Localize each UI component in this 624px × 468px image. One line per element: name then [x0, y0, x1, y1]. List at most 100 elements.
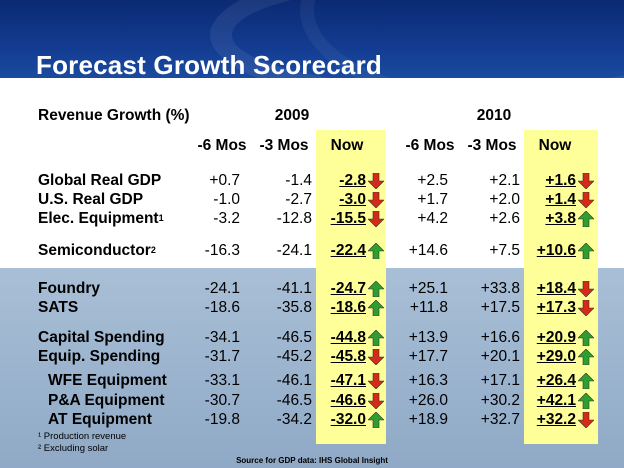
value-2009: -1.0	[213, 191, 240, 208]
up-arrow-icon	[577, 348, 595, 366]
value-2009: -24.1	[204, 280, 240, 297]
value-2009-now: -22.4	[330, 242, 366, 259]
col-2010-3mos: -3 Mos	[467, 137, 517, 154]
value-2009: -19.8	[204, 411, 240, 428]
value-2010: +33.8	[480, 280, 520, 297]
value-2009-now: -2.8	[339, 172, 366, 189]
down-arrow-icon	[577, 191, 595, 209]
up-arrow-icon	[367, 242, 385, 260]
row-label: P&A Equipment	[48, 392, 165, 410]
col-2009-6mos: -6 Mos	[197, 137, 247, 154]
value-2010: +2.5	[417, 172, 448, 189]
down-arrow-icon	[367, 191, 385, 209]
value-2009: -41.1	[276, 280, 312, 297]
up-arrow-icon	[577, 242, 595, 260]
value-2010: +1.7	[417, 191, 448, 208]
value-2010: +7.5	[489, 242, 520, 259]
down-arrow-icon	[367, 348, 385, 366]
col-2010-now: Now	[538, 137, 572, 154]
value-2010: +32.7	[480, 411, 520, 428]
down-arrow-icon	[577, 411, 595, 429]
lower-band	[0, 268, 624, 468]
down-arrow-icon	[367, 392, 385, 410]
value-2009: +0.7	[209, 172, 240, 189]
value-2009: -46.5	[276, 329, 312, 346]
value-2010-now: +1.4	[545, 191, 576, 208]
value-2009: -34.2	[276, 411, 312, 428]
down-arrow-icon	[577, 299, 595, 317]
row-label: Equip. Spending	[38, 348, 160, 366]
row-label-text: U.S. Real GDP	[38, 191, 144, 208]
down-arrow-icon	[367, 172, 385, 190]
value-2009: -2.7	[285, 191, 312, 208]
row-label-text: Elec. Equipment	[38, 210, 159, 227]
up-arrow-icon	[367, 280, 385, 298]
value-2009-now: -47.1	[330, 372, 366, 389]
row-label: U.S. Real GDP	[38, 191, 143, 209]
down-arrow-icon	[367, 210, 385, 228]
row-label: Semiconductor2	[38, 242, 156, 260]
col-2009-now: Now	[330, 137, 364, 154]
value-2009-now: -18.6	[330, 299, 366, 316]
value-2010-now: +42.1	[536, 392, 576, 409]
footnote-1: ¹ Production revenue	[38, 431, 127, 442]
value-2010: +16.6	[480, 329, 520, 346]
row-label: Global Real GDP	[38, 172, 161, 190]
row-label-text: P&A Equipment	[48, 392, 165, 409]
value-2010: +2.6	[489, 210, 520, 227]
value-2009: -33.1	[204, 372, 240, 389]
revenue-growth-label: Revenue Growth (%)	[38, 107, 190, 124]
value-2010: +13.9	[408, 329, 448, 346]
row-label: Elec. Equipment1	[38, 210, 164, 228]
value-2009: -45.2	[276, 348, 312, 365]
value-2009-now: -15.5	[330, 210, 366, 227]
value-2009: -35.8	[276, 299, 312, 316]
slide-title: Forecast Growth Scorecard	[36, 50, 382, 80]
value-2010-now: +10.6	[536, 242, 576, 259]
value-2010: +25.1	[408, 280, 448, 297]
value-2009: -12.8	[276, 210, 312, 227]
value-2010: +16.3	[408, 372, 448, 389]
down-arrow-icon	[577, 172, 595, 190]
value-2010-now: +20.9	[536, 329, 576, 346]
row-label: Foundry	[38, 280, 100, 298]
row-label-text: AT Equipment	[48, 411, 152, 428]
year-2009-heading: 2009	[274, 107, 310, 124]
row-label-text: SATS	[38, 299, 79, 316]
value-2010-now: +1.6	[545, 172, 576, 189]
value-2010: +18.9	[408, 411, 448, 428]
value-2009: -30.7	[204, 392, 240, 409]
value-2010: +17.1	[480, 372, 520, 389]
value-2009-now: -3.0	[339, 191, 366, 208]
down-arrow-icon	[577, 280, 595, 298]
value-2009: -46.5	[276, 392, 312, 409]
value-2010: +2.0	[489, 191, 520, 208]
value-2009: -46.1	[276, 372, 312, 389]
row-label: SATS	[38, 299, 78, 317]
row-label-text: Global Real GDP	[38, 172, 162, 189]
value-2010: +4.2	[417, 210, 448, 227]
row-label: Capital Spending	[38, 329, 165, 347]
value-2010: +17.7	[408, 348, 448, 365]
row-label-text: Foundry	[38, 280, 100, 297]
row-label-text: Semiconductor	[38, 242, 151, 259]
value-2009: -24.1	[276, 242, 312, 259]
row-label-text: Capital Spending	[38, 329, 165, 346]
row-label-footnote-marker: 2	[150, 245, 156, 255]
value-2010: +30.2	[480, 392, 520, 409]
year-2010-heading: 2010	[476, 107, 512, 124]
up-arrow-icon	[577, 392, 595, 410]
value-2009: -1.4	[285, 172, 312, 189]
value-2010: +26.0	[408, 392, 448, 409]
value-2009: -16.3	[204, 242, 240, 259]
row-label-text: Equip. Spending	[38, 348, 161, 365]
value-2009-now: -45.8	[330, 348, 366, 365]
up-arrow-icon	[577, 210, 595, 228]
value-2010: +11.8	[409, 299, 448, 316]
value-2009-now: -44.8	[330, 329, 366, 346]
value-2009: -18.6	[204, 299, 240, 316]
value-2010-now: +26.4	[536, 372, 576, 389]
row-label: WFE Equipment	[48, 372, 167, 390]
up-arrow-icon	[367, 329, 385, 347]
col-2009-3mos: -3 Mos	[259, 137, 309, 154]
